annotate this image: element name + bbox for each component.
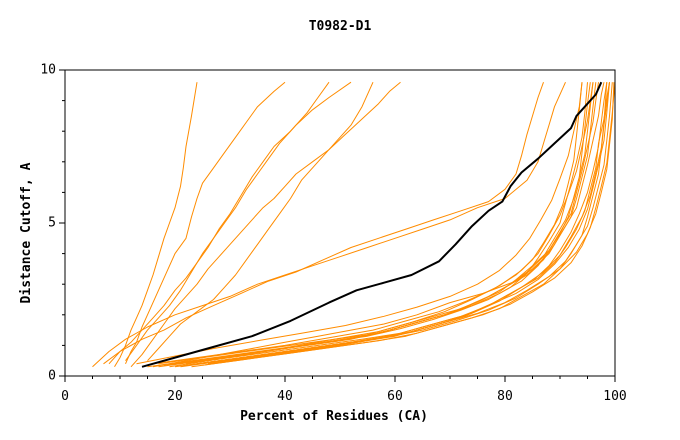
series-line-21 (174, 82, 610, 368)
x-tick-label: 60 (387, 389, 403, 404)
y-axis-ticks: 0 5 10 (40, 63, 65, 384)
series-line-19 (202, 82, 615, 366)
series-line-1 (114, 82, 198, 368)
series-line-14 (185, 82, 610, 365)
x-tick-label: 20 (167, 389, 183, 404)
highlight-series-line (141, 81, 603, 368)
series-line-25 (185, 82, 608, 366)
x-tick-label: 40 (277, 389, 293, 404)
series-line-22 (136, 82, 583, 365)
y-tick-label: 5 (48, 216, 56, 231)
x-tick-label: 0 (61, 389, 69, 404)
highlight-layer (141, 81, 603, 368)
series-line-5 (130, 81, 401, 368)
series-line-18 (147, 82, 588, 368)
chart-title: T0982-D1 (309, 19, 372, 34)
series-line-2 (125, 81, 286, 365)
x-axis-ticks: 0 20 40 60 80 100 (61, 376, 627, 404)
series-line-12 (174, 82, 605, 365)
series-line-16 (163, 82, 594, 366)
series-layer (92, 81, 615, 368)
x-tick-label: 80 (497, 389, 513, 404)
series-line-24 (158, 82, 594, 368)
series-line-11 (169, 82, 591, 368)
series-line-9 (152, 82, 597, 368)
y-tick-label: 10 (40, 63, 56, 78)
y-axis-label: Distance Cutoff, A (19, 162, 34, 303)
y-tick-label: 0 (48, 369, 56, 384)
series-line-8 (103, 82, 544, 365)
series-line-15 (191, 82, 610, 368)
series-line-10 (158, 82, 599, 365)
x-axis-label: Percent of Residues (CA) (240, 409, 428, 424)
series-line-6 (147, 81, 374, 362)
series-line-20 (152, 82, 583, 365)
series-line-4 (125, 81, 352, 361)
series-line-23 (207, 82, 615, 365)
x-tick-label: 100 (603, 389, 626, 404)
